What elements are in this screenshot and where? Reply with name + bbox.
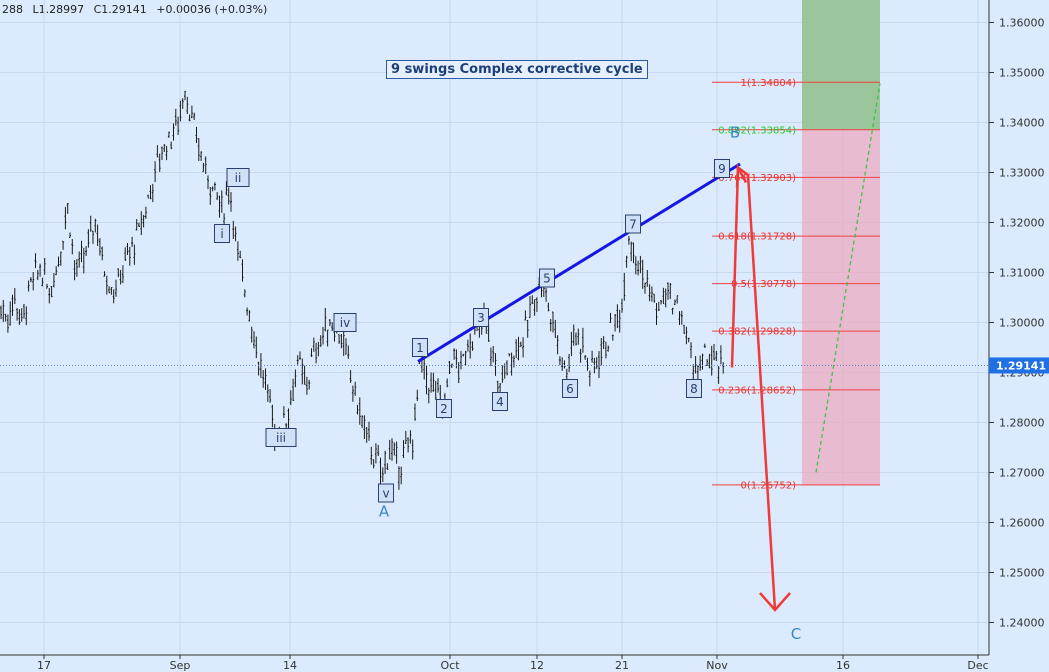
price-tick-label: 1.32000	[999, 217, 1045, 230]
arrow-head-up	[735, 162, 748, 188]
wave-label: 7	[629, 218, 637, 232]
fib-label: 0.764(1.32903)	[718, 173, 796, 184]
wave-label: iv	[340, 316, 350, 330]
wave-label-box	[625, 214, 641, 234]
candles	[0, 90, 725, 490]
wave-label: 2	[440, 402, 448, 416]
fib-label: 1(1.34804)	[740, 78, 796, 89]
fib-label: 0.882(1.33854)	[718, 125, 796, 136]
wave-label-box	[333, 313, 357, 332]
price-tick-label: 1.28000	[999, 417, 1045, 430]
price-tick-label: 1.30000	[999, 317, 1045, 330]
time-tick-label: Sep	[170, 659, 191, 672]
wave-label-box	[412, 338, 428, 357]
wave-label-box	[714, 159, 730, 178]
projection-dashed	[815, 83, 881, 473]
wave-label-box	[562, 379, 578, 398]
time-tick-label: 17	[37, 659, 51, 672]
price-tick-label: 1.24000	[999, 617, 1045, 630]
price-tick-label: 1.27000	[999, 467, 1045, 480]
wave-label-box	[214, 224, 230, 243]
ohlc-open-fragment: 288	[2, 3, 23, 16]
wave-label: ii	[235, 171, 242, 185]
fib-label: 0.618(1.31728)	[718, 232, 796, 243]
wave-label-box	[492, 392, 508, 411]
fib-label: 0.5(1.30778)	[731, 279, 796, 290]
price-tick-label: 1.25000	[999, 567, 1045, 580]
price-tick-label: 1.34000	[999, 117, 1045, 130]
abc-label: B	[730, 124, 740, 142]
wave-label: 8	[690, 382, 698, 396]
price-tick-label: 1.35000	[999, 67, 1045, 80]
wave-label-box	[265, 428, 297, 447]
last-price-badge	[989, 357, 1049, 374]
price-tick-label: 1.33000	[999, 167, 1045, 180]
ohlc-readout: 288 L1.28997 C1.29141 +0.00036 (+0.03%)	[2, 3, 273, 16]
wave-label: iii	[276, 431, 286, 445]
price-tick-label: 1.36000	[999, 17, 1045, 30]
wave-label-box	[539, 268, 555, 288]
wave-label-box	[226, 168, 250, 187]
time-tick-label: Nov	[706, 659, 728, 672]
wave-label-box	[473, 308, 489, 327]
zone-red	[802, 129, 880, 485]
price-axis-bg	[989, 0, 1049, 672]
wave-label: 3	[477, 311, 485, 325]
time-axis-bg	[0, 655, 1049, 672]
arrow-head	[759, 592, 791, 612]
trendline	[417, 162, 741, 363]
time-tick-label: 14	[283, 659, 297, 672]
wave-label-box	[686, 379, 702, 398]
drawings	[0, 83, 989, 612]
wave-label: 5	[543, 272, 551, 286]
ohlc-change: +0.00036 (+0.03%)	[156, 3, 268, 16]
target-zones	[802, 0, 880, 485]
price-tick-label: 1.31000	[999, 267, 1045, 280]
wave-label: v	[382, 487, 389, 501]
price-tick-label: 1.26000	[999, 517, 1045, 530]
wave-label-box	[436, 399, 452, 418]
wave-label: 4	[496, 395, 504, 409]
zone-green	[802, 0, 880, 130]
time-tick-label: Dec	[967, 659, 988, 672]
time-tick-label: 21	[615, 659, 629, 672]
time-tick-label: Oct	[440, 659, 460, 672]
projection-arrow	[730, 166, 777, 611]
fib-label: 0.236(1.28652)	[718, 385, 796, 396]
wave-label: i	[220, 227, 223, 241]
annotation-title[interactable]: 9 swings Complex corrective cycle	[386, 60, 648, 79]
wave-label: 6	[566, 382, 574, 396]
wave-label: 1	[416, 341, 424, 355]
last-price-label: 1.29141	[996, 359, 1046, 372]
ohlc-close: C1.29141	[93, 3, 147, 16]
time-tick-label: 16	[836, 659, 850, 672]
wave-label: 9	[718, 162, 726, 176]
wave-label-box	[378, 483, 394, 503]
abc-label: A	[379, 503, 390, 521]
ohlc-low: L1.28997	[32, 3, 85, 16]
abc-label: C	[791, 625, 801, 643]
time-tick-label: 12	[530, 659, 544, 672]
